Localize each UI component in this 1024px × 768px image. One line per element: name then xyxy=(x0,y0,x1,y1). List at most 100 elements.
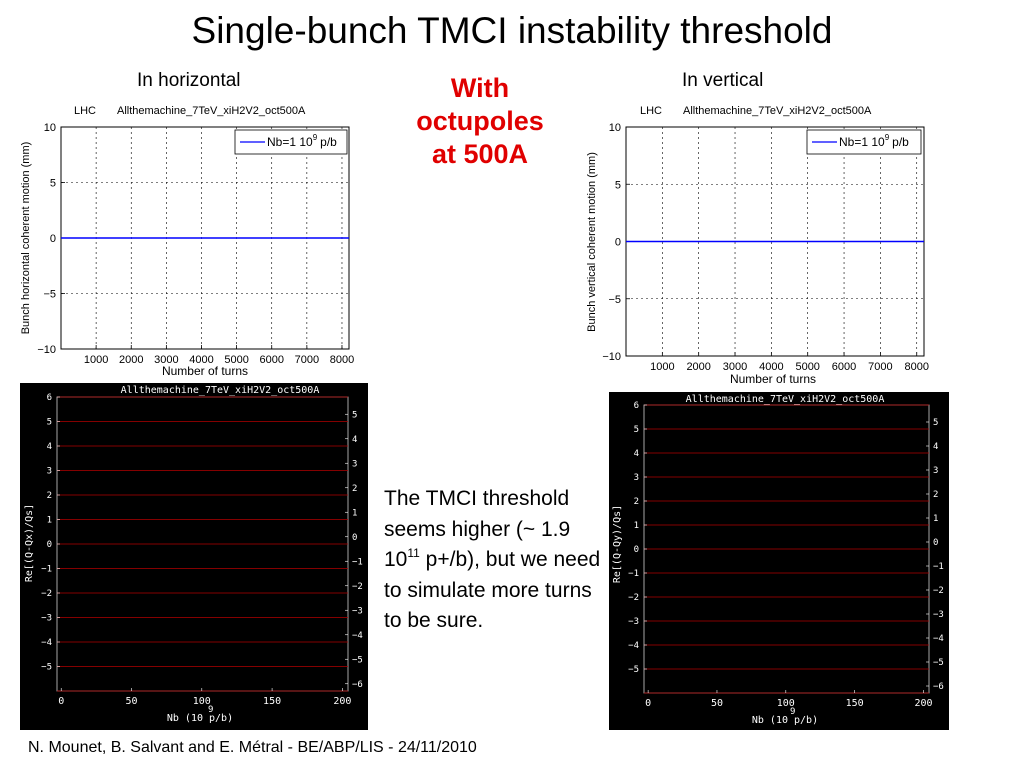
right-y-tick-label: 3 xyxy=(933,466,938,476)
right-y-tick-label: −4 xyxy=(933,634,944,644)
right-y-tick-label: −6 xyxy=(352,680,363,690)
right-y-tick-label: −2 xyxy=(352,582,363,592)
y-axis-label: Bunch horizontal coherent motion (mm) xyxy=(20,142,32,335)
y-tick-label: 4 xyxy=(47,442,52,452)
y-axis-label: Bunch vertical coherent motion (mm) xyxy=(586,152,598,332)
chart-title-right: Allthemachine_7TeV_xiH2V2_oct500A xyxy=(683,105,872,117)
callout-line-2: octupoles xyxy=(416,106,544,136)
chart-background xyxy=(609,392,949,730)
x-tick-label: 150 xyxy=(263,696,281,707)
right-y-tick-label: −5 xyxy=(352,655,363,665)
x-tick-label: 4000 xyxy=(189,354,213,366)
horizontal-motion-chart: LHC Allthemachine_7TeV_xiH2V2_oct500A 10… xyxy=(20,105,354,378)
x-tick-label: 6000 xyxy=(259,354,283,366)
grid xyxy=(626,127,924,356)
y-tick-label: −5 xyxy=(43,289,56,301)
y-tick-label: −2 xyxy=(628,593,639,603)
x-tick-label: 3000 xyxy=(723,361,747,373)
x-axis-label: Number of turns xyxy=(162,364,248,378)
right-y-tick-label: 2 xyxy=(933,490,938,500)
right-y-tick-label: 1 xyxy=(933,514,938,524)
x-ticks: 0 50 100 150 200 xyxy=(58,688,351,707)
y-ticks: −10 −5 0 5 10 xyxy=(37,122,65,356)
y-axis-label: Re[(Q-Qx)/Qs] xyxy=(24,504,35,582)
y-tick-label: 5 xyxy=(615,179,621,191)
x-tick-label: 6000 xyxy=(832,361,856,373)
y-tick-label: 0 xyxy=(615,237,621,249)
x-tick-label: 200 xyxy=(914,698,932,709)
right-y-tick-label: 0 xyxy=(933,538,938,548)
y-tick-label: 0 xyxy=(47,540,52,550)
right-y-tick-label: −2 xyxy=(933,586,944,596)
chart-title-left: LHC xyxy=(74,105,96,117)
note-text-1: The TMCI threshold seems higher (~ 1.9 1… xyxy=(384,487,571,571)
chart-title-left: LHC xyxy=(640,105,662,117)
y-tick-label: 2 xyxy=(47,491,52,501)
x-tick-label: 4000 xyxy=(759,361,783,373)
x-tick-label: 5000 xyxy=(795,361,819,373)
x-axis-label-exp: 9 xyxy=(790,707,795,717)
callout-line-1: With xyxy=(450,73,510,103)
x-tick-label: 3000 xyxy=(154,354,178,366)
y-tick-label: 1 xyxy=(634,521,639,531)
legend: Nb=1 109 p/b xyxy=(234,129,348,155)
threshold-note: The TMCI threshold seems higher (~ 1.9 1… xyxy=(384,484,606,637)
y-tick-label: −10 xyxy=(37,344,56,356)
y-tick-label: −10 xyxy=(602,351,621,363)
callout-line-3: at 500A xyxy=(431,139,529,169)
y-tick-label: 3 xyxy=(47,467,52,477)
x-axis-label-exp: 9 xyxy=(208,705,213,715)
y-tick-label: 10 xyxy=(609,122,621,134)
x-tick-label: 0 xyxy=(645,698,651,709)
right-y-ticks: −6 −5 −4 −3 −2 −1 0 1 2 3 4 5 xyxy=(926,418,944,692)
octupole-callout: With octupoles at 500A xyxy=(390,72,570,171)
chart-title: Allthemachine_7TeV_xiH2V2_oct500A xyxy=(121,385,320,396)
y-tick-label: 5 xyxy=(47,418,52,428)
y-tick-label: −3 xyxy=(628,617,639,627)
y-tick-label: 6 xyxy=(634,401,639,411)
y-tick-label: −1 xyxy=(628,569,639,579)
y-tick-label: 4 xyxy=(634,449,639,459)
x-tick-label: 150 xyxy=(846,698,864,709)
x-tick-label: 8000 xyxy=(330,354,354,366)
legend: Nb=1 109 p/b xyxy=(806,129,922,155)
y-tick-label: −4 xyxy=(628,641,639,651)
left-y-ticks: −5 −4 −3 −2 −1 0 1 2 3 4 5 6 xyxy=(41,393,60,673)
x-axis-label: Nb (10 p/b) xyxy=(752,715,818,726)
right-y-tick-label: −5 xyxy=(933,658,944,668)
x-ticks: 1000 2000 3000 4000 5000 6000 7000 8000 xyxy=(650,352,929,373)
y-tick-label: −5 xyxy=(628,665,639,675)
x-tick-label: 1000 xyxy=(650,361,674,373)
x-tick-label: 50 xyxy=(125,696,137,707)
chart-title-right: Allthemachine_7TeV_xiH2V2_oct500A xyxy=(117,105,306,117)
horizontal-tune-chart: Allthemachine_7TeV_xiH2V2_oct500A −5 −4 −3… xyxy=(20,383,368,730)
x-tick-label: 8000 xyxy=(904,361,928,373)
y-tick-label: 0 xyxy=(50,233,56,245)
x-tick-label: 0 xyxy=(58,696,64,707)
x-tick-label: 50 xyxy=(711,698,723,709)
y-ticks: −10 −5 0 5 10 xyxy=(602,122,630,363)
right-y-tick-label: 4 xyxy=(352,435,357,445)
right-y-tick-label: 5 xyxy=(352,410,357,420)
legend-exp: 9 xyxy=(313,133,318,142)
y-tick-label: −2 xyxy=(41,589,52,599)
right-y-tick-label: 4 xyxy=(933,442,938,452)
chart-title: Allthemachine_7TeV_xiH2V2_oct500A xyxy=(686,394,885,405)
legend-exp: 9 xyxy=(885,133,890,142)
x-tick-label: 5000 xyxy=(224,354,248,366)
left-y-ticks: −5 −4 −3 −2 −1 0 1 2 3 4 5 6 xyxy=(628,401,647,675)
x-tick-label: 100 xyxy=(777,698,795,709)
x-ticks: 0 50 100 150 200 xyxy=(645,690,933,709)
y-tick-label: 2 xyxy=(634,497,639,507)
right-y-tick-label: 1 xyxy=(352,508,357,518)
note-exponent: 11 xyxy=(407,546,420,560)
x-tick-label: 1000 xyxy=(84,354,108,366)
y-tick-label: 0 xyxy=(634,545,639,555)
right-y-tick-label: −6 xyxy=(933,682,944,692)
y-tick-label: −5 xyxy=(41,663,52,673)
x-tick-label: 7000 xyxy=(295,354,319,366)
right-y-tick-label: −3 xyxy=(933,610,944,620)
y-tick-label: 10 xyxy=(44,122,56,134)
